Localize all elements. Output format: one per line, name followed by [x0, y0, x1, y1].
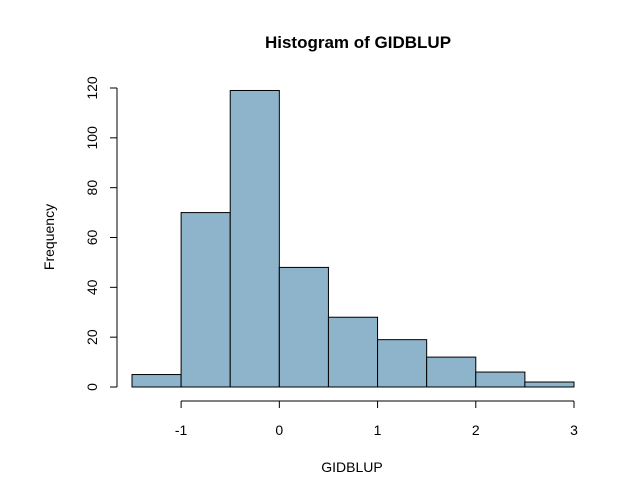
y-tick-label: 120	[84, 76, 100, 100]
histogram-bar	[524, 381, 575, 388]
histogram-bar	[229, 89, 280, 388]
x-tick-label: 2	[472, 422, 480, 438]
histogram-bar	[278, 266, 329, 388]
histogram-bar	[180, 212, 231, 388]
bars-group	[131, 89, 575, 388]
histogram-bar	[426, 356, 477, 388]
y-tick-label: 100	[84, 126, 100, 150]
histogram-bar	[327, 316, 379, 388]
x-tick-label: 1	[374, 422, 382, 438]
x-tick-label: -1	[175, 422, 188, 438]
x-axis-label: GIDBLUP	[321, 459, 382, 475]
y-tick-label: 20	[84, 329, 100, 345]
x-tick-label: 3	[570, 422, 578, 438]
x-axis: -1 0 1 2 3	[175, 400, 578, 438]
y-tick-label: 80	[84, 180, 100, 196]
x-tick-label: 0	[275, 422, 283, 438]
y-tick-label: 60	[84, 230, 100, 246]
histogram-bar	[131, 374, 182, 388]
y-axis: 0 20 40 60 80 100 120	[84, 76, 118, 391]
histogram-bar	[377, 339, 428, 388]
histogram-bar	[475, 371, 526, 388]
chart-title: Histogram of GIDBLUP	[265, 33, 451, 52]
y-tick-label: 0	[84, 383, 100, 391]
y-axis-label: Frequency	[41, 204, 57, 270]
y-tick-label: 40	[84, 279, 100, 295]
